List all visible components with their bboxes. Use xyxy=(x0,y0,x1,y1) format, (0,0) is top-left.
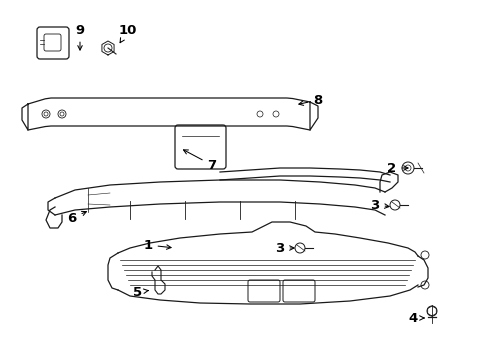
Text: 3: 3 xyxy=(369,198,388,212)
Text: 6: 6 xyxy=(67,211,86,225)
Text: 10: 10 xyxy=(119,23,137,42)
Text: 4: 4 xyxy=(407,311,423,324)
Text: 1: 1 xyxy=(143,239,171,252)
Text: 3: 3 xyxy=(275,242,293,255)
Text: 9: 9 xyxy=(75,23,84,50)
Text: 2: 2 xyxy=(386,162,407,175)
Text: 7: 7 xyxy=(183,150,216,171)
Text: 8: 8 xyxy=(298,94,322,107)
Text: 5: 5 xyxy=(133,285,148,298)
